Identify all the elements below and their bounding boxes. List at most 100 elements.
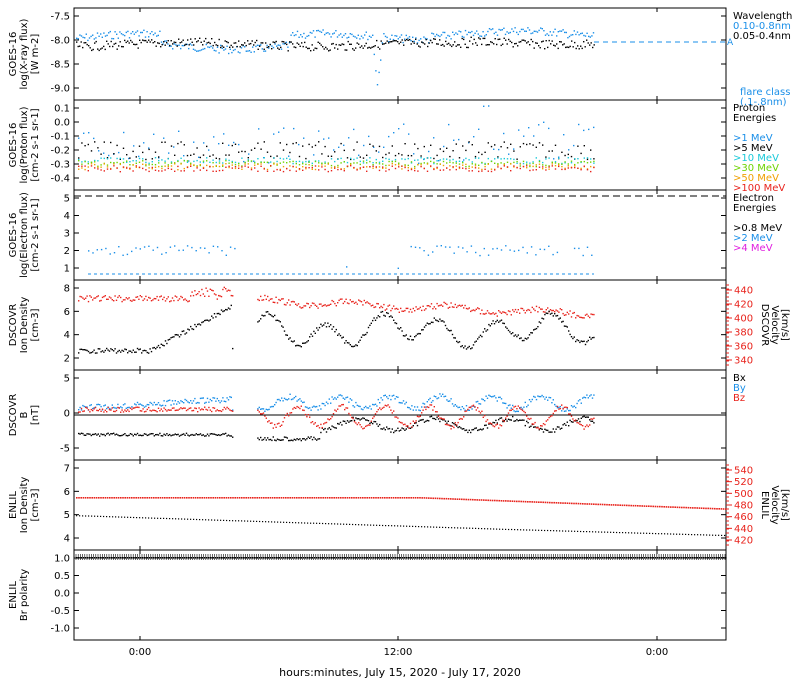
proton-series-1-point xyxy=(500,146,502,148)
bx-series-point xyxy=(425,420,427,422)
enlil-density-series-point xyxy=(637,532,639,534)
dscovr-velocity-series-point xyxy=(160,295,162,297)
proton-series-2-point xyxy=(186,161,189,163)
xray-short-series-point xyxy=(424,43,426,45)
proton-series-3-point xyxy=(84,160,86,163)
xray-short-series-point xyxy=(457,44,459,46)
enlil-polarity-series-point xyxy=(718,557,720,559)
enlil-polarity-series-point xyxy=(610,557,613,559)
proton-series-4-point xyxy=(94,163,96,166)
bz-series-point xyxy=(334,409,336,411)
enlil-density-series-point xyxy=(94,515,96,517)
xray-long-series-point xyxy=(108,32,110,34)
bz-series-point xyxy=(376,411,378,413)
proton-series-3-point xyxy=(263,161,265,163)
enlil_polarity-ytick-label: 1.0 xyxy=(54,554,70,565)
proton-series-2-point xyxy=(471,161,473,163)
by-series-point xyxy=(537,395,539,397)
xray-short-series-point xyxy=(542,40,544,42)
enlil-polarity-series-point xyxy=(577,557,580,559)
xray-short-series-point xyxy=(571,40,573,42)
enlil-density-series-point xyxy=(589,531,591,533)
dscovr-density-series-point xyxy=(149,348,151,350)
xray-long-series-point xyxy=(591,35,593,37)
by-series-point xyxy=(524,401,526,404)
proton-series-2-point xyxy=(478,157,480,159)
enlil_density-ylabel: Ion Density xyxy=(19,477,30,534)
bz-series-point xyxy=(563,406,566,409)
xray-short-series-point xyxy=(89,47,91,49)
bx-series-point xyxy=(444,420,447,422)
proton-series-0-point xyxy=(223,133,225,135)
dscovr-velocity-series-point xyxy=(503,311,505,314)
dscovr-velocity-series-point xyxy=(569,310,571,312)
proton-series-2-point xyxy=(289,158,291,160)
bx-series-point xyxy=(220,434,223,436)
bz-series-point xyxy=(579,423,581,425)
electron-2mev-series-point xyxy=(156,246,159,249)
enlil-density-series-point xyxy=(331,523,333,525)
proton-series-4-point xyxy=(420,164,422,166)
bx-series-point xyxy=(292,439,294,442)
dscovr-velocity-series-point xyxy=(372,304,374,306)
bx-series-point xyxy=(218,434,220,436)
electron-2mev-series-point xyxy=(453,252,455,254)
xray-long-series-point xyxy=(112,38,115,40)
xray-short-series-point xyxy=(287,50,289,52)
xray-short-series-point xyxy=(544,48,546,50)
proton-series-2-point xyxy=(298,160,301,163)
xray-short-series-point xyxy=(256,39,258,42)
xray-long-series-point xyxy=(328,33,331,35)
xray-short-series-point xyxy=(572,46,574,48)
proton-series-3-point xyxy=(225,160,227,162)
dscovr-velocity-series-point xyxy=(80,296,83,298)
dscovr-density-series-point xyxy=(213,313,216,315)
proton-series-0-point xyxy=(128,157,130,160)
proton-series-5-point xyxy=(465,168,467,170)
proton-series-1-point xyxy=(590,149,592,151)
dscovr-density-series-point xyxy=(570,336,573,338)
dscovr-velocity-series-point xyxy=(314,304,316,306)
proton-series-0-point xyxy=(228,144,230,146)
proton-series-1-point xyxy=(474,155,477,158)
enlil-density-series-point xyxy=(265,521,267,523)
dscovr-velocity-series-point xyxy=(584,314,587,316)
proton-series-5-point xyxy=(494,169,496,171)
dscovr-density-series-point xyxy=(465,348,468,350)
bz-series-point xyxy=(143,411,146,413)
enlil-density-series-point xyxy=(694,534,696,536)
xray-short-series-point xyxy=(514,43,516,45)
proton-series-1-point xyxy=(270,155,272,158)
xray-long-series-point xyxy=(90,35,92,38)
bx-series-point xyxy=(302,438,304,440)
xray-long-series-point xyxy=(133,33,135,35)
xray-short-series-point xyxy=(515,42,517,45)
bx-series-point xyxy=(405,428,407,430)
by-series-point xyxy=(148,404,150,406)
enlil_density-right-tick-label: 520 xyxy=(734,477,753,488)
xray-short-series-point xyxy=(211,38,213,40)
proton-series-1-point xyxy=(257,142,259,144)
by-series-point xyxy=(556,407,559,409)
bz-series-point xyxy=(547,419,549,421)
enlil-density-series-point xyxy=(373,524,375,526)
proton-series-2-point xyxy=(554,161,557,163)
xray-short-series-point xyxy=(143,39,145,42)
bz-series-point xyxy=(481,410,483,412)
bx-series-point xyxy=(349,420,351,422)
electron-2mev-series-point xyxy=(492,248,494,250)
proton-series-2-point xyxy=(334,160,336,163)
proton-series-0-point xyxy=(488,105,490,107)
proton-series-2-point xyxy=(359,160,361,163)
bx-series-point xyxy=(125,434,127,437)
xray-legend-entry: Wavelength xyxy=(733,11,792,22)
by-series-point xyxy=(353,406,356,408)
enlil-polarity-series-point xyxy=(458,557,461,559)
dscovr-velocity-series-point xyxy=(321,305,323,307)
enlil-velocity-series-point xyxy=(128,497,131,499)
bz-series-point xyxy=(338,405,340,407)
proton-series-1-point xyxy=(222,142,224,144)
proton-series-3-point xyxy=(558,163,560,165)
bx-series-point xyxy=(159,432,161,435)
enlil-polarity-series-point xyxy=(326,557,329,559)
